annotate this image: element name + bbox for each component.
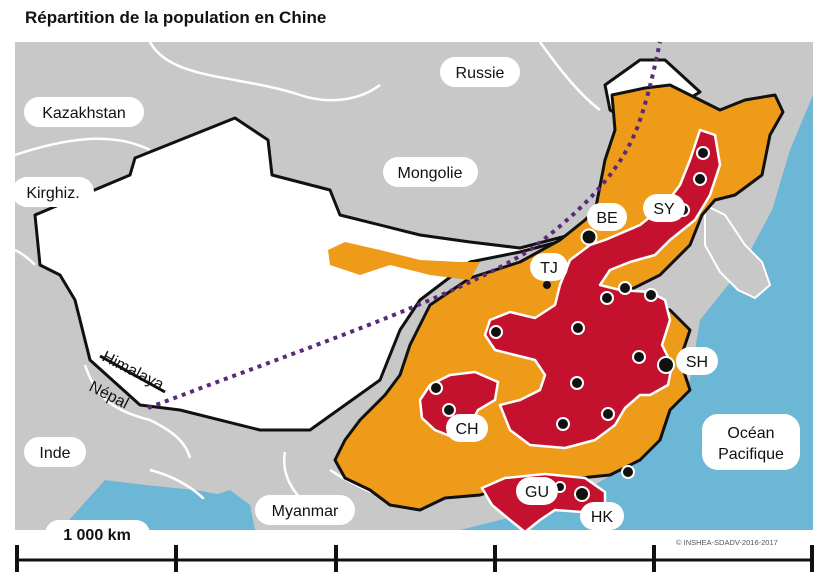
svg-text:Océan: Océan [727, 425, 774, 442]
city-label-chengdu: CH [446, 414, 488, 442]
scale-label: 1 000 km [63, 527, 131, 544]
neighbor-borders [14, 41, 601, 522]
map-title: Répartition de la population en Chine [25, 8, 327, 27]
china-medium-corridor [328, 242, 480, 280]
svg-text:CH: CH [455, 421, 478, 438]
svg-text:SH: SH [686, 354, 708, 371]
label-mongolia: Mongolie [383, 157, 478, 187]
label-myanmar: Myanmar [255, 495, 355, 525]
svg-text:Inde: Inde [39, 445, 70, 462]
label-russia: Russie [440, 57, 520, 87]
korea-land [704, 203, 772, 300]
svg-text:Kirghiz.: Kirghiz. [26, 185, 79, 202]
label-pacific-ocean: Océan Pacifique [702, 414, 800, 470]
city-label-tianjin: TJ [530, 253, 568, 281]
label-india: Inde [24, 437, 86, 467]
bay-water [105, 490, 255, 530]
copyright-credit: © INSHEA-SDADV-2016-2017 [676, 538, 778, 547]
china-sparse-region [33, 58, 702, 432]
svg-text:HK: HK [591, 509, 614, 526]
svg-text:TJ: TJ [540, 260, 558, 277]
population-divide-line [147, 41, 662, 410]
label-kazakhstan: Kazakhstan [24, 97, 144, 127]
svg-text:Myanmar: Myanmar [272, 503, 339, 520]
city-dots [429, 146, 710, 502]
svg-text:Kazakhstan: Kazakhstan [42, 105, 126, 122]
svg-text:Russie: Russie [456, 65, 505, 82]
svg-text:SY: SY [653, 201, 675, 218]
svg-text:GU: GU [525, 484, 549, 501]
svg-text:Mongolie: Mongolie [398, 165, 463, 182]
label-kyrgyzstan: Kirghiz. [12, 177, 94, 207]
city-label-hongkong: HK [580, 502, 624, 530]
himalaya-line [99, 354, 166, 394]
city-label-shenyang: SY [643, 194, 685, 222]
svg-text:BE: BE [596, 210, 617, 227]
city-label-guangzhou: GU [516, 477, 558, 505]
scale-bar: 1 000 km [15, 520, 814, 572]
city-label-beijing: BE [587, 203, 627, 231]
city-label-shanghai: SH [676, 347, 718, 375]
svg-text:Pacifique: Pacifique [718, 446, 784, 463]
